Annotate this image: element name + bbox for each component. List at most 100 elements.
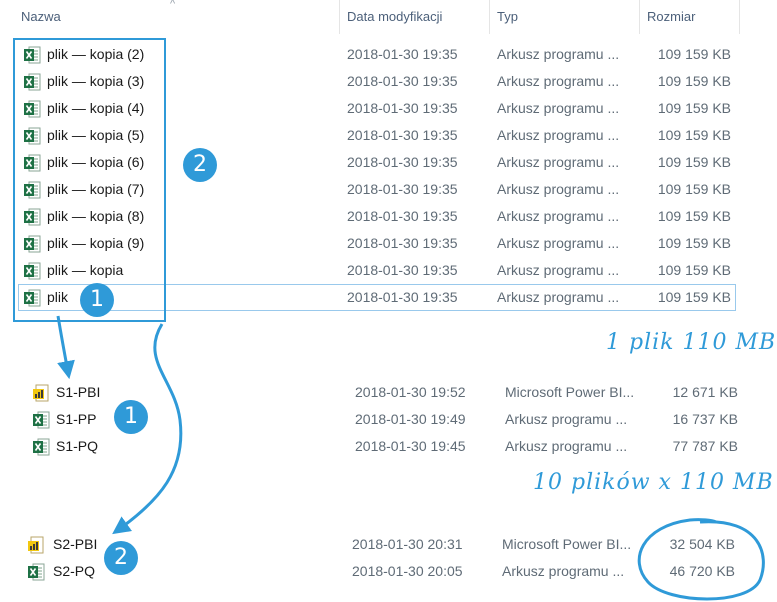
file-type: Arkusz programu ... <box>505 411 628 427</box>
column-header-date[interactable]: Data modyfikacji <box>347 9 443 24</box>
file-name: plik — kopia (9) <box>47 235 145 251</box>
file-size: 109 159 KB <box>657 289 731 305</box>
excel-icon <box>24 262 41 280</box>
column-divider[interactable] <box>339 0 340 34</box>
file-name: S1-PP <box>56 411 97 427</box>
file-date: 2018-01-30 20:05 <box>352 563 463 579</box>
file-type: Arkusz programu ... <box>502 563 625 579</box>
step-badge: 2 <box>104 541 138 575</box>
file-size: 16 737 KB <box>672 411 738 427</box>
file-row[interactable]: plik — kopia (5) 2018-01-30 19:35 Arkusz p… <box>23 122 735 149</box>
column-header-bar: Nazwa ^ Data modyfikacji Typ Rozmiar <box>0 0 777 34</box>
file-date: 2018-01-30 19:35 <box>347 100 458 116</box>
excel-icon <box>24 181 41 199</box>
file-type: Arkusz programu ... <box>497 127 620 143</box>
file-type: Arkusz programu ... <box>497 100 620 116</box>
file-size: 109 159 KB <box>657 100 731 116</box>
file-row[interactable]: S1-PBI 2018-01-30 19:52 Microsoft Power BI… <box>32 379 744 406</box>
column-header-type[interactable]: Typ <box>497 9 518 24</box>
file-size: 109 159 KB <box>657 235 731 251</box>
note-ten-files-size: 10 plików x 110 MB <box>533 470 774 495</box>
file-size: 109 159 KB <box>657 262 731 278</box>
file-name: plik — kopia (7) <box>47 181 145 197</box>
file-size: 109 159 KB <box>657 73 731 89</box>
file-size: 109 159 KB <box>657 127 731 143</box>
file-date: 2018-01-30 19:35 <box>347 235 458 251</box>
file-name: S2-PBI <box>53 536 98 552</box>
file-row[interactable]: plik — kopia (9) 2018-01-30 19:35 Arkusz p… <box>23 230 735 257</box>
column-divider[interactable] <box>639 0 640 34</box>
file-type: Arkusz programu ... <box>497 73 620 89</box>
file-name: plik — kopia (2) <box>47 46 145 62</box>
excel-icon <box>24 154 41 172</box>
file-row[interactable]: S1-PQ 2018-01-30 19:45 Arkusz programu ...… <box>32 433 744 460</box>
arrow-to-group-3 <box>112 323 183 535</box>
file-date: 2018-01-30 19:49 <box>355 411 466 427</box>
column-divider[interactable] <box>739 0 740 34</box>
file-type: Arkusz programu ... <box>497 208 620 224</box>
file-date: 2018-01-30 20:31 <box>352 536 463 552</box>
file-type: Arkusz programu ... <box>497 262 620 278</box>
excel-icon <box>24 100 41 118</box>
file-name: plik — kopia (5) <box>47 127 145 143</box>
column-header-name[interactable]: Nazwa <box>21 9 61 24</box>
file-date: 2018-01-30 19:45 <box>355 438 466 454</box>
file-row[interactable]: plik 2018-01-30 19:35 Arkusz programu ... 1… <box>23 284 735 311</box>
sort-ascending-icon: ^ <box>170 0 176 10</box>
file-date: 2018-01-30 19:35 <box>347 73 458 89</box>
file-name: plik — kopia (3) <box>47 73 145 89</box>
size-highlight-ellipse <box>637 518 765 601</box>
selected-row-outline <box>18 284 736 311</box>
excel-icon <box>33 411 50 429</box>
note-one-file-size: 1 plik 110 MB <box>606 330 777 355</box>
file-name: S1-PQ <box>56 438 99 454</box>
file-row[interactable]: plik — kopia (2) 2018-01-30 19:35 Arkusz p… <box>23 41 735 68</box>
file-row[interactable]: S2-PBI 2018-01-30 20:31 Microsoft Power BI… <box>27 531 739 558</box>
file-size: 109 159 KB <box>657 46 731 62</box>
file-date: 2018-01-30 19:35 <box>347 154 458 170</box>
file-size: 109 159 KB <box>657 181 731 197</box>
file-type: Arkusz programu ... <box>497 154 620 170</box>
file-row[interactable]: plik — kopia (4) 2018-01-30 19:35 Arkusz p… <box>23 95 735 122</box>
step-badge: 1 <box>80 283 114 317</box>
excel-icon <box>33 438 50 456</box>
file-row[interactable]: plik — kopia (6) 2018-01-30 19:35 Arkusz p… <box>23 149 735 176</box>
file-row[interactable]: plik — kopia (8) 2018-01-30 19:35 Arkusz p… <box>23 203 735 230</box>
file-row[interactable]: S2-PQ 2018-01-30 20:05 Arkusz programu ...… <box>27 558 739 585</box>
file-date: 2018-01-30 19:35 <box>347 289 458 305</box>
excel-icon <box>24 46 41 64</box>
excel-icon <box>24 208 41 226</box>
file-name: plik <box>47 289 69 305</box>
file-name: plik — kopia (4) <box>47 100 145 116</box>
selection-rectangle <box>13 38 166 322</box>
file-name: plik — kopia <box>47 262 124 278</box>
file-row[interactable]: plik — kopia (7) 2018-01-30 19:35 Arkusz p… <box>23 176 735 203</box>
file-size: 32 504 KB <box>669 536 735 552</box>
file-type: Arkusz programu ... <box>497 46 620 62</box>
step-badge: 2 <box>183 148 217 182</box>
excel-icon <box>24 235 41 253</box>
file-size: 77 787 KB <box>672 438 738 454</box>
arrow-to-group-2 <box>56 315 75 380</box>
excel-icon <box>24 289 41 307</box>
excel-icon <box>24 73 41 91</box>
column-header-size[interactable]: Rozmiar <box>647 9 696 24</box>
file-row[interactable]: plik — kopia 2018-01-30 19:35 Arkusz progr… <box>23 257 735 284</box>
powerbi-icon <box>28 536 44 554</box>
powerbi-icon <box>33 384 49 402</box>
file-date: 2018-01-30 19:35 <box>347 208 458 224</box>
file-type: Arkusz programu ... <box>497 181 620 197</box>
file-name: S2-PQ <box>53 563 96 579</box>
file-size: 109 159 KB <box>657 208 731 224</box>
file-type: Microsoft Power BI... <box>502 536 632 552</box>
file-row[interactable]: S1-PP 2018-01-30 19:49 Arkusz programu ...… <box>32 406 744 433</box>
file-name: plik — kopia (6) <box>47 154 145 170</box>
file-name: plik — kopia (8) <box>47 208 145 224</box>
column-divider[interactable] <box>489 0 490 34</box>
file-date: 2018-01-30 19:52 <box>355 384 466 400</box>
file-size: 46 720 KB <box>669 563 735 579</box>
file-date: 2018-01-30 19:35 <box>347 46 458 62</box>
file-row[interactable]: plik — kopia (3) 2018-01-30 19:35 Arkusz p… <box>23 68 735 95</box>
file-size: 12 671 KB <box>672 384 738 400</box>
